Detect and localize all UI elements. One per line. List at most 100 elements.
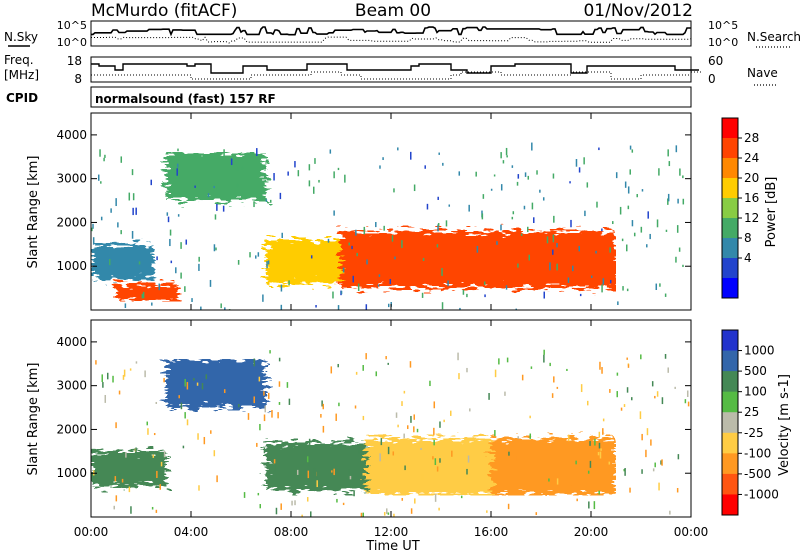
echo-speckle xyxy=(436,244,439,248)
echo-speckle xyxy=(659,283,661,287)
y-tick-label: 3000 xyxy=(56,379,87,393)
echo-speckle xyxy=(434,493,437,502)
echo-speckle xyxy=(144,370,146,378)
echo-speckle xyxy=(310,511,312,517)
echo-speckle xyxy=(180,242,182,249)
echo-speckle xyxy=(553,215,555,223)
echo-speckle xyxy=(278,357,281,362)
echo-speckle xyxy=(184,378,186,387)
echo-speckle xyxy=(623,469,625,472)
echo-speckle xyxy=(421,474,424,480)
echo-speckle xyxy=(655,283,658,290)
echo-speckle xyxy=(636,194,638,198)
power-y-axis: 4000 3000 2000 1000 xyxy=(56,128,691,273)
noise-tick-high-right: 10^5 xyxy=(708,19,738,32)
echo-speckle xyxy=(584,210,586,217)
echo-speckle xyxy=(422,257,425,261)
nsky-trace xyxy=(91,26,691,37)
echo-speckle xyxy=(275,507,278,515)
echo-speckle xyxy=(257,492,260,496)
colorbar-swatch xyxy=(722,178,738,199)
echo-speckle xyxy=(115,422,117,429)
echo-speckle xyxy=(355,371,358,375)
nave-trace xyxy=(91,71,701,80)
date-title: 01/Nov/2012 xyxy=(583,1,693,21)
echo-speckle xyxy=(575,460,577,465)
echo-speckle xyxy=(205,374,208,380)
echo-speckle xyxy=(401,497,404,501)
cpid-panel: CPID normalsound (fast) 157 RF xyxy=(6,86,692,108)
echo-speckle xyxy=(315,305,317,308)
echo-speckle xyxy=(575,159,578,167)
echo-speckle xyxy=(661,459,663,466)
echo-speckle xyxy=(549,362,551,367)
echo-speckle xyxy=(627,364,630,368)
echo-speckle xyxy=(280,284,283,292)
echo-speckle xyxy=(394,256,396,260)
echo-speckle xyxy=(306,497,309,502)
echo-speckle xyxy=(646,428,649,436)
echo-speckle xyxy=(128,486,131,493)
echo-speckle xyxy=(549,262,551,271)
echo-speckle xyxy=(609,247,611,253)
echo-speckle xyxy=(273,459,276,465)
echo-speckle xyxy=(106,372,109,380)
colorbar-tick-label: 500 xyxy=(744,364,767,378)
echo-speckle xyxy=(264,405,266,413)
colorbar-tick-label: 1000 xyxy=(744,344,775,358)
echo-speckle xyxy=(619,206,622,215)
colorbar-swatch xyxy=(722,412,738,434)
echo-speckle xyxy=(201,382,204,390)
echo-speckle xyxy=(535,512,538,516)
echo-speckle xyxy=(483,281,486,285)
echo-speckle xyxy=(548,478,550,482)
x-tick-label: 04:00 xyxy=(174,525,209,539)
echo-speckle xyxy=(576,498,578,502)
colorbar-tick-label: -1000 xyxy=(744,487,779,501)
echo-speckle xyxy=(520,233,523,236)
echo-speckle xyxy=(151,302,153,306)
echo-speckle xyxy=(639,411,642,420)
echo-speckle xyxy=(616,372,619,376)
colorbar-tick-label: 28 xyxy=(744,131,759,145)
echo-region xyxy=(341,231,616,289)
echo-speckle xyxy=(468,204,470,212)
echo-speckle xyxy=(97,174,100,181)
echo-speckle xyxy=(118,473,121,480)
echo-speckle xyxy=(675,145,678,153)
echo-speckle xyxy=(437,224,439,232)
nave-tick-high: 60 xyxy=(708,54,723,68)
echo-speckle xyxy=(280,503,282,510)
echo-speckle xyxy=(352,275,355,283)
echo-speckle xyxy=(481,213,484,220)
echo-speckle xyxy=(169,238,171,247)
echo-speckle xyxy=(112,375,114,383)
echo-speckle xyxy=(426,203,429,210)
echo-speckle xyxy=(589,441,591,446)
echo-speckle xyxy=(500,152,502,159)
echo-speckle xyxy=(682,264,684,268)
echo-speckle xyxy=(117,222,119,228)
echo-speckle xyxy=(583,157,585,165)
echo-speckle xyxy=(462,289,465,295)
power-echo-field xyxy=(91,142,685,310)
echo-speckle xyxy=(579,293,582,297)
echo-speckle xyxy=(128,192,131,201)
echo-speckle xyxy=(327,238,330,243)
echo-speckle xyxy=(504,391,506,396)
echo-speckle xyxy=(318,179,320,183)
x-tick-label: 08:00 xyxy=(274,525,309,539)
echo-speckle xyxy=(627,186,630,194)
echo-speckle xyxy=(263,414,266,422)
echo-speckle xyxy=(329,149,332,154)
echo-region xyxy=(91,244,154,280)
echo-speckle xyxy=(131,169,134,176)
echo-speckle xyxy=(258,376,261,382)
echo-speckle xyxy=(527,175,530,180)
echo-speckle xyxy=(338,402,340,407)
echo-speckle xyxy=(552,234,555,243)
echo-speckle xyxy=(253,201,255,208)
echo-speckle xyxy=(363,226,366,235)
echo-speckle xyxy=(511,216,514,220)
echo-speckle xyxy=(393,188,395,193)
